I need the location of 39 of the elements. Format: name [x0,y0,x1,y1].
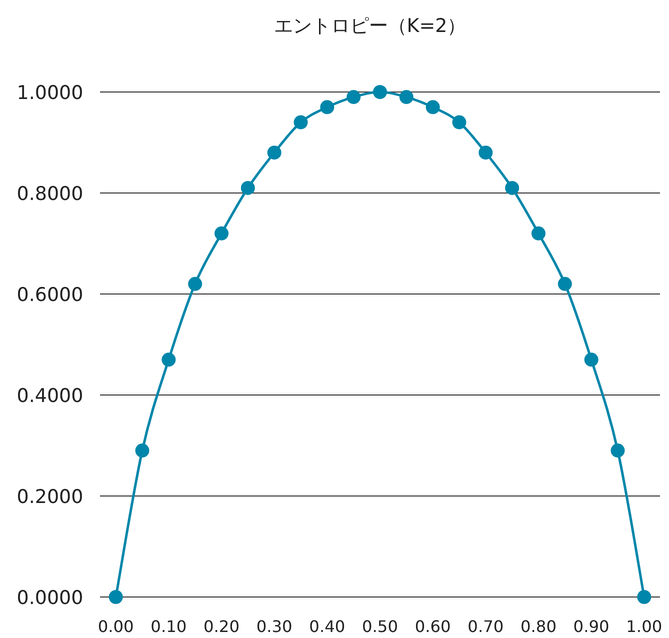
point [426,100,440,114]
point [135,444,150,458]
y-tick-label: 0.4000 [16,385,84,407]
y-tick-label: 0.0000 [16,587,84,609]
point [240,180,255,195]
x-tick-label: 0.60 [414,617,451,636]
x-tick-label: 1.00 [626,617,662,636]
x-tick-label: 0.40 [309,617,346,636]
x-tick-label: 0.10 [150,617,187,636]
point [346,90,361,104]
chart-title: エントロピー（K=2） [274,15,466,37]
y-tick-label: 0.8000 [16,183,84,205]
x-tick-label: 0.50 [362,617,398,636]
point [373,85,387,99]
point [558,276,572,291]
point [267,146,282,160]
point [188,276,202,291]
point [294,115,308,130]
point [637,590,652,604]
point [320,100,334,114]
point [162,352,176,367]
point [505,180,520,195]
point [478,146,493,160]
x-tick-label: 0.30 [256,617,292,636]
point [531,226,546,240]
y-tick-label: 0.2000 [16,486,84,508]
x-tick-label: 0.90 [573,617,610,636]
point [214,226,229,240]
x-tick-label: 0.20 [204,617,240,636]
point [108,590,123,604]
point [584,352,598,367]
x-tick-label: 0.70 [468,617,504,636]
point [452,115,466,130]
point [399,90,414,104]
y-tick-label: 1.0000 [16,82,84,104]
x-tick-label: 0.80 [520,617,556,636]
point [610,444,625,458]
x-tick-label: 0.00 [98,617,134,636]
y-tick-label: 0.6000 [16,284,84,306]
